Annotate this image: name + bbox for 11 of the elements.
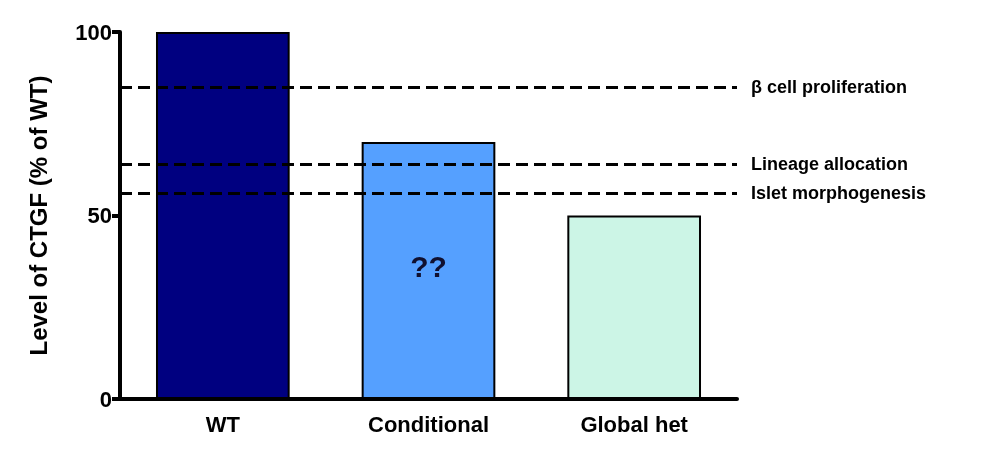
x-tick-label: WT — [205, 411, 241, 437]
y-axis-title: Level of CTGF (% of WT) — [24, 75, 52, 356]
y-tick-label: 0 — [99, 386, 112, 412]
annotation: ?? — [410, 250, 447, 284]
ref-line-label: β cell proliferation — [751, 77, 908, 98]
ref-line-label: Lineage allocation — [751, 154, 909, 175]
y-tick-label: 50 — [87, 203, 112, 228]
ref-line-label: Islet morphogenesis — [751, 183, 927, 204]
x-tick-label: Conditional — [368, 411, 489, 437]
x-tick-label: Global het — [580, 411, 689, 437]
y-tick-label: 100 — [75, 19, 112, 45]
